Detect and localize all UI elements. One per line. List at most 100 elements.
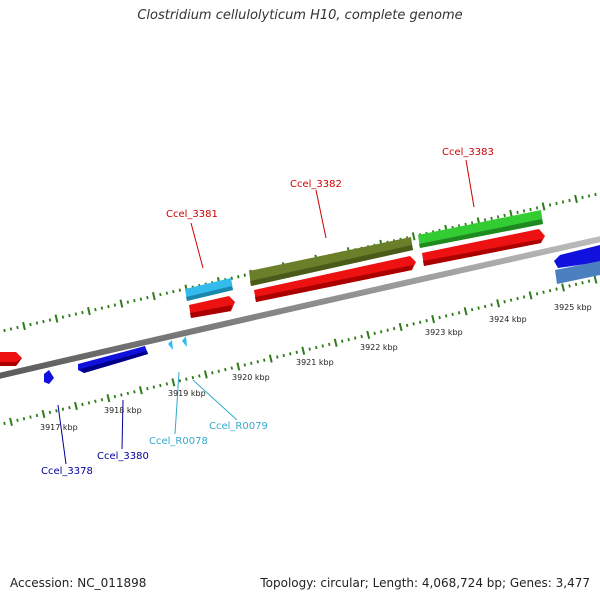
minor-tick: [152, 385, 156, 389]
minor-tick: [94, 399, 97, 403]
major-tick: [366, 330, 371, 340]
minor-tick: [42, 319, 45, 324]
minor-tick: [237, 275, 240, 279]
map-title: Clostridium cellulolyticum H10, complete…: [137, 8, 463, 23]
gene-right-blue-arrow[interactable]: [554, 245, 600, 268]
minor-tick: [159, 383, 162, 388]
minor-tick: [159, 292, 162, 297]
accession-text: Accession: NC_011898: [10, 576, 147, 590]
minor-tick: [81, 402, 84, 407]
minor-tick: [282, 353, 285, 358]
minor-tick: [321, 344, 324, 348]
minor-tick: [315, 345, 318, 350]
gene-right-steel-bar[interactable]: [555, 261, 600, 284]
major-tick: [528, 291, 533, 300]
major-tick: [398, 322, 403, 332]
minor-tick: [178, 288, 182, 292]
major-tick: [431, 314, 436, 324]
minor-tick: [470, 307, 474, 312]
minor-tick: [55, 409, 58, 413]
genome-backbone: [0, 236, 600, 379]
minor-tick: [425, 319, 428, 323]
scale-label-3921: 3921 kbp: [296, 358, 334, 367]
gene-label-Ccel_R0079[interactable]: Ccel_R0079: [209, 421, 268, 432]
minor-tick: [405, 323, 409, 328]
major-tick: [301, 346, 306, 355]
major-tick: [119, 299, 124, 308]
minor-tick: [555, 201, 558, 206]
inner-tick-row: [3, 275, 598, 426]
minor-tick: [22, 417, 26, 421]
minor-tick: [483, 304, 487, 309]
minor-tick: [87, 401, 91, 405]
minor-tick: [178, 379, 182, 383]
major-tick: [593, 275, 598, 284]
minor-tick: [340, 339, 344, 343]
gene-label-Ccel_3380[interactable]: Ccel_3380: [97, 451, 149, 462]
minor-tick: [48, 410, 52, 415]
major-tick: [151, 292, 156, 301]
minor-tick: [263, 358, 266, 362]
minor-tick: [496, 215, 500, 219]
rna-Ccel_R0078-arrow[interactable]: [168, 340, 173, 350]
minor-tick: [243, 273, 247, 277]
minor-tick: [230, 366, 234, 370]
minor-tick: [470, 221, 474, 225]
minor-tick: [581, 195, 584, 200]
gene-label-Ccel_R0078[interactable]: Ccel_R0078: [149, 436, 208, 447]
rna-Ccel_R0079-arrow[interactable]: [182, 336, 187, 347]
minor-tick: [29, 415, 32, 419]
minor-tick: [68, 405, 71, 410]
minor-tick: [100, 398, 104, 402]
minor-tick: [594, 192, 597, 197]
minor-tick: [529, 207, 532, 212]
minor-tick: [16, 418, 19, 422]
minor-tick: [360, 334, 363, 339]
gene-label-Ccel_3378[interactable]: Ccel_3378: [41, 466, 93, 477]
minor-tick: [516, 296, 519, 301]
major-tick: [561, 283, 565, 292]
minor-tick: [308, 347, 311, 351]
minor-tick: [477, 306, 480, 310]
major-tick: [106, 394, 111, 403]
minor-tick: [146, 386, 149, 391]
minor-tick: [126, 391, 130, 396]
gene-label-Ccel_3381[interactable]: Ccel_3381: [166, 209, 218, 220]
minor-tick: [29, 322, 32, 327]
minor-tick: [230, 276, 234, 280]
gene-arrow-left-red-shade: [0, 358, 22, 366]
major-tick: [203, 370, 208, 379]
minor-tick: [126, 300, 130, 304]
gene-label-Ccel_3383[interactable]: Ccel_3383: [442, 147, 494, 158]
major-tick: [333, 338, 338, 347]
major-tick: [411, 232, 416, 241]
rna-Ccel_3381-bar-shade: [186, 286, 233, 301]
minor-tick: [587, 279, 591, 283]
scale-label-3920: 3920 kbp: [232, 373, 270, 382]
minor-tick: [347, 337, 350, 342]
gene-Ccel_3378-arrow[interactable]: [44, 370, 54, 384]
gene-Ccel_3382-cds-shade: [255, 265, 413, 302]
minor-tick: [81, 310, 84, 315]
minor-tick: [191, 375, 195, 380]
minor-tick: [133, 298, 136, 303]
minor-tick: [522, 295, 526, 299]
minor-tick: [438, 315, 441, 320]
minor-tick: [503, 213, 506, 218]
minor-tick: [535, 292, 539, 296]
minor-tick: [555, 287, 558, 291]
minor-tick: [35, 321, 39, 325]
minor-tick: [289, 352, 292, 356]
major-tick: [22, 321, 26, 331]
minor-tick: [295, 350, 298, 354]
minor-tick: [490, 303, 493, 307]
major-tick: [87, 306, 91, 316]
minor-tick: [16, 325, 19, 330]
gene-label-Ccel_3382[interactable]: Ccel_3382: [290, 179, 342, 190]
scale-label-3918: 3918 kbp: [104, 406, 142, 415]
minor-tick: [373, 331, 376, 335]
minor-tick: [211, 371, 214, 375]
minor-tick: [451, 312, 454, 317]
